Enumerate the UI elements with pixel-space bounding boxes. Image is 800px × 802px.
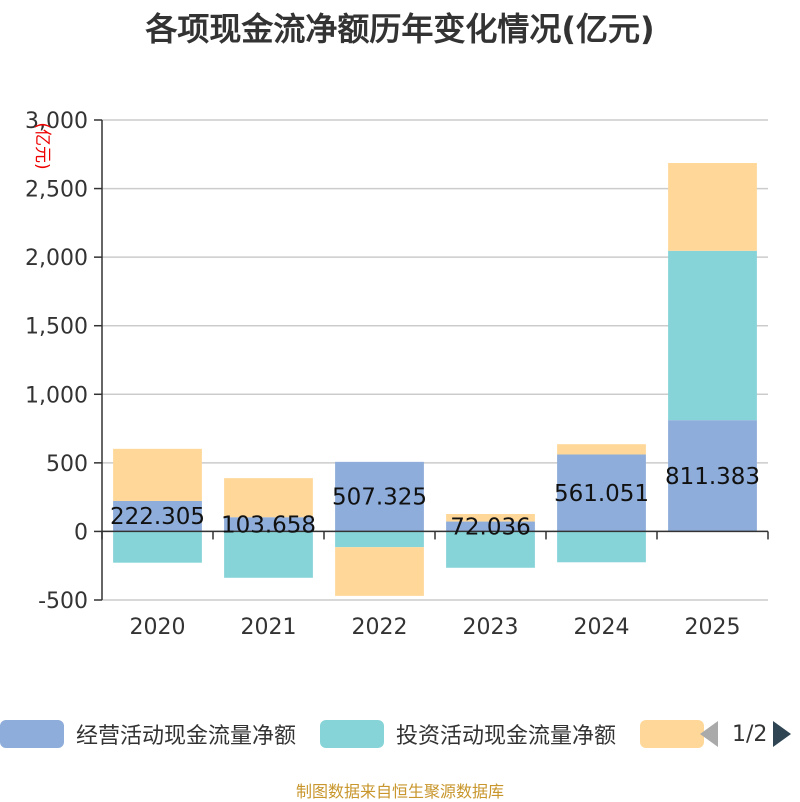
legend-page-indicator: 1/2 (732, 721, 768, 747)
y-tick-label: 1,500 (25, 315, 88, 340)
legend-item-investing[interactable]: 投资活动现金流量净额 (320, 712, 616, 756)
axes: -500 0 500 1,000 1,500 2,000 2,500 3,000 2020 202… (25, 109, 769, 640)
data-label: 561.051 (554, 481, 649, 507)
x-tick-label: 2025 (685, 615, 741, 640)
y-tick-label: 1,000 (25, 383, 88, 408)
chart-area: -500 0 500 1,000 1,500 2,000 2,500 3,000 2020 202… (25, 109, 769, 640)
bar-investing-2020 (113, 531, 202, 563)
bar-financing-2022 (335, 547, 424, 596)
x-tick-label: 2023 (463, 615, 519, 640)
bar-investing-2021 (224, 531, 313, 578)
x-tick-label: 2021 (241, 615, 297, 640)
legend-label-investing: 投资活动现金流量净额 (396, 724, 617, 749)
legend-item-operating[interactable]: 经营活动现金流量净额 (0, 712, 296, 756)
data-labels: 222.305 103.658 507.325 72.036 561.051 811.38… (110, 464, 760, 541)
bar-operating-2024 (557, 454, 646, 532)
bar-operating-2021 (224, 517, 313, 532)
legend-swatch-financing (640, 720, 704, 748)
legend-swatch-investing (320, 720, 384, 748)
next-page-icon[interactable] (773, 721, 792, 747)
y-tick-label: 500 (46, 452, 88, 477)
bar-financing-2023 (446, 514, 535, 522)
bar-operating-2025 (668, 420, 757, 532)
bar-investing-2025 (668, 250, 757, 421)
bar-investing-2022 (335, 531, 424, 548)
bar-operating-2022 (335, 461, 424, 532)
legend-label-operating: 经营活动现金流量净额 (76, 724, 297, 749)
bar-operating-2020 (113, 500, 202, 532)
x-tick-label: 2020 (130, 615, 186, 640)
data-source-note: 制图数据来自恒生聚源数据库 (295, 782, 504, 801)
y-tick-label: -500 (38, 589, 88, 614)
y-tick-label: 3,000 (25, 109, 88, 134)
bar-financing-2024 (557, 444, 646, 455)
legend: 经营活动现金流量净额 投资活动现金流量净额 1/2 (0, 712, 800, 756)
data-label: 507.325 (332, 485, 427, 511)
bar-investing-2024 (557, 531, 646, 563)
bar-financing-2020 (113, 448, 202, 501)
data-label: 222.305 (110, 504, 205, 530)
legend-item-financing[interactable] (640, 712, 704, 756)
bar-investing-2023 (446, 531, 535, 568)
bar-financing-2021 (224, 478, 313, 518)
y-unit-label: (亿元) (32, 122, 52, 169)
bars (113, 163, 757, 596)
y-tick-label: 2,500 (25, 178, 88, 203)
data-label: 811.383 (665, 464, 760, 490)
data-label: 72.036 (450, 514, 530, 540)
x-tick-label: 2024 (574, 615, 630, 640)
bar-financing-2025 (668, 163, 757, 251)
legend-swatch-operating (0, 720, 64, 748)
y-tick-label: 0 (74, 520, 88, 545)
x-tick-label: 2022 (352, 615, 408, 640)
bar-operating-2023 (446, 521, 535, 532)
legend-pager: 1/2 (700, 712, 800, 756)
chart-title: 各项现金流净额历年变化情况(亿元) (145, 10, 655, 48)
data-label: 103.658 (221, 512, 316, 538)
y-tick-label: 2,000 (25, 246, 88, 271)
prev-page-icon[interactable] (700, 721, 718, 747)
